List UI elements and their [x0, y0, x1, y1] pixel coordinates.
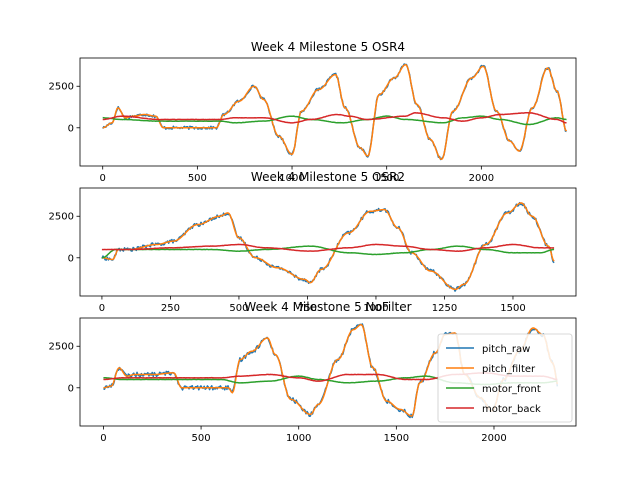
x-tick-label: 250: [161, 303, 180, 314]
x-tick-label: 1500: [384, 433, 409, 444]
legend-label-pitch-filter: pitch_filter: [482, 364, 536, 375]
series-line-pitch-filter: [101, 202, 555, 291]
x-tick-label: 750: [298, 303, 317, 314]
chart-panel-1: 0 500 1000 1500 2000 0 2500 Week 4 Milestone 5 …: [49, 40, 577, 184]
series-line-pitch-raw: [101, 201, 555, 292]
x-tick-label: 0: [100, 173, 106, 184]
series-line-motor-back: [101, 243, 555, 252]
x-tick-label: 2000: [469, 173, 494, 184]
axes-frame: [79, 317, 577, 427]
plot-area: [102, 63, 568, 161]
legend-label-motor-back: motor_back: [482, 404, 541, 415]
plot-area: [101, 201, 555, 292]
legend: pitch_raw pitch_filter motor_front motor_ba…: [437, 333, 573, 423]
y-tick-label: 2500: [49, 82, 74, 93]
x-tick-label: 1000: [363, 303, 388, 314]
y-tick-label: 2500: [49, 212, 74, 223]
series-line-motor-front: [102, 115, 567, 126]
x-tick-label: 1500: [500, 303, 525, 314]
legend-label-pitch-raw: pitch_raw: [482, 344, 530, 355]
chart-title: Week 4 Milestone 5 NoFilter: [244, 300, 411, 314]
series-line-motor-back: [102, 111, 567, 124]
legend-box: [437, 333, 573, 423]
x-tick-label: 1250: [432, 303, 457, 314]
axes-frame: [79, 57, 577, 167]
legend-label-motor-front: motor_front: [482, 384, 541, 395]
y-tick-label: 2500: [49, 342, 74, 353]
x-tick-label: 500: [188, 173, 207, 184]
series-line-pitch-filter: [102, 63, 568, 161]
x-tick-label: 1500: [374, 173, 399, 184]
x-tick-label: 500: [229, 303, 248, 314]
x-tick-label: 500: [192, 433, 211, 444]
x-tick-label: 0: [100, 433, 106, 444]
chart-title: Week 4 Milestone 5 OSR4: [251, 40, 405, 54]
x-tick-label: 1000: [286, 433, 311, 444]
x-tick-label: 1000: [279, 173, 304, 184]
y-tick-label: 0: [68, 383, 74, 394]
y-tick-label: 0: [68, 253, 74, 264]
chart-title: Week 4 Milestone 5 OSR2: [251, 170, 405, 184]
y-tick-label: 0: [68, 123, 74, 134]
x-tick-label: 0: [99, 303, 105, 314]
x-tick-label: 2000: [481, 433, 506, 444]
axes-frame: [79, 187, 577, 297]
chart-panel-2: 0 250 500 750 1000 1250 1500 0 2500 Week 4 Milest…: [49, 170, 577, 314]
